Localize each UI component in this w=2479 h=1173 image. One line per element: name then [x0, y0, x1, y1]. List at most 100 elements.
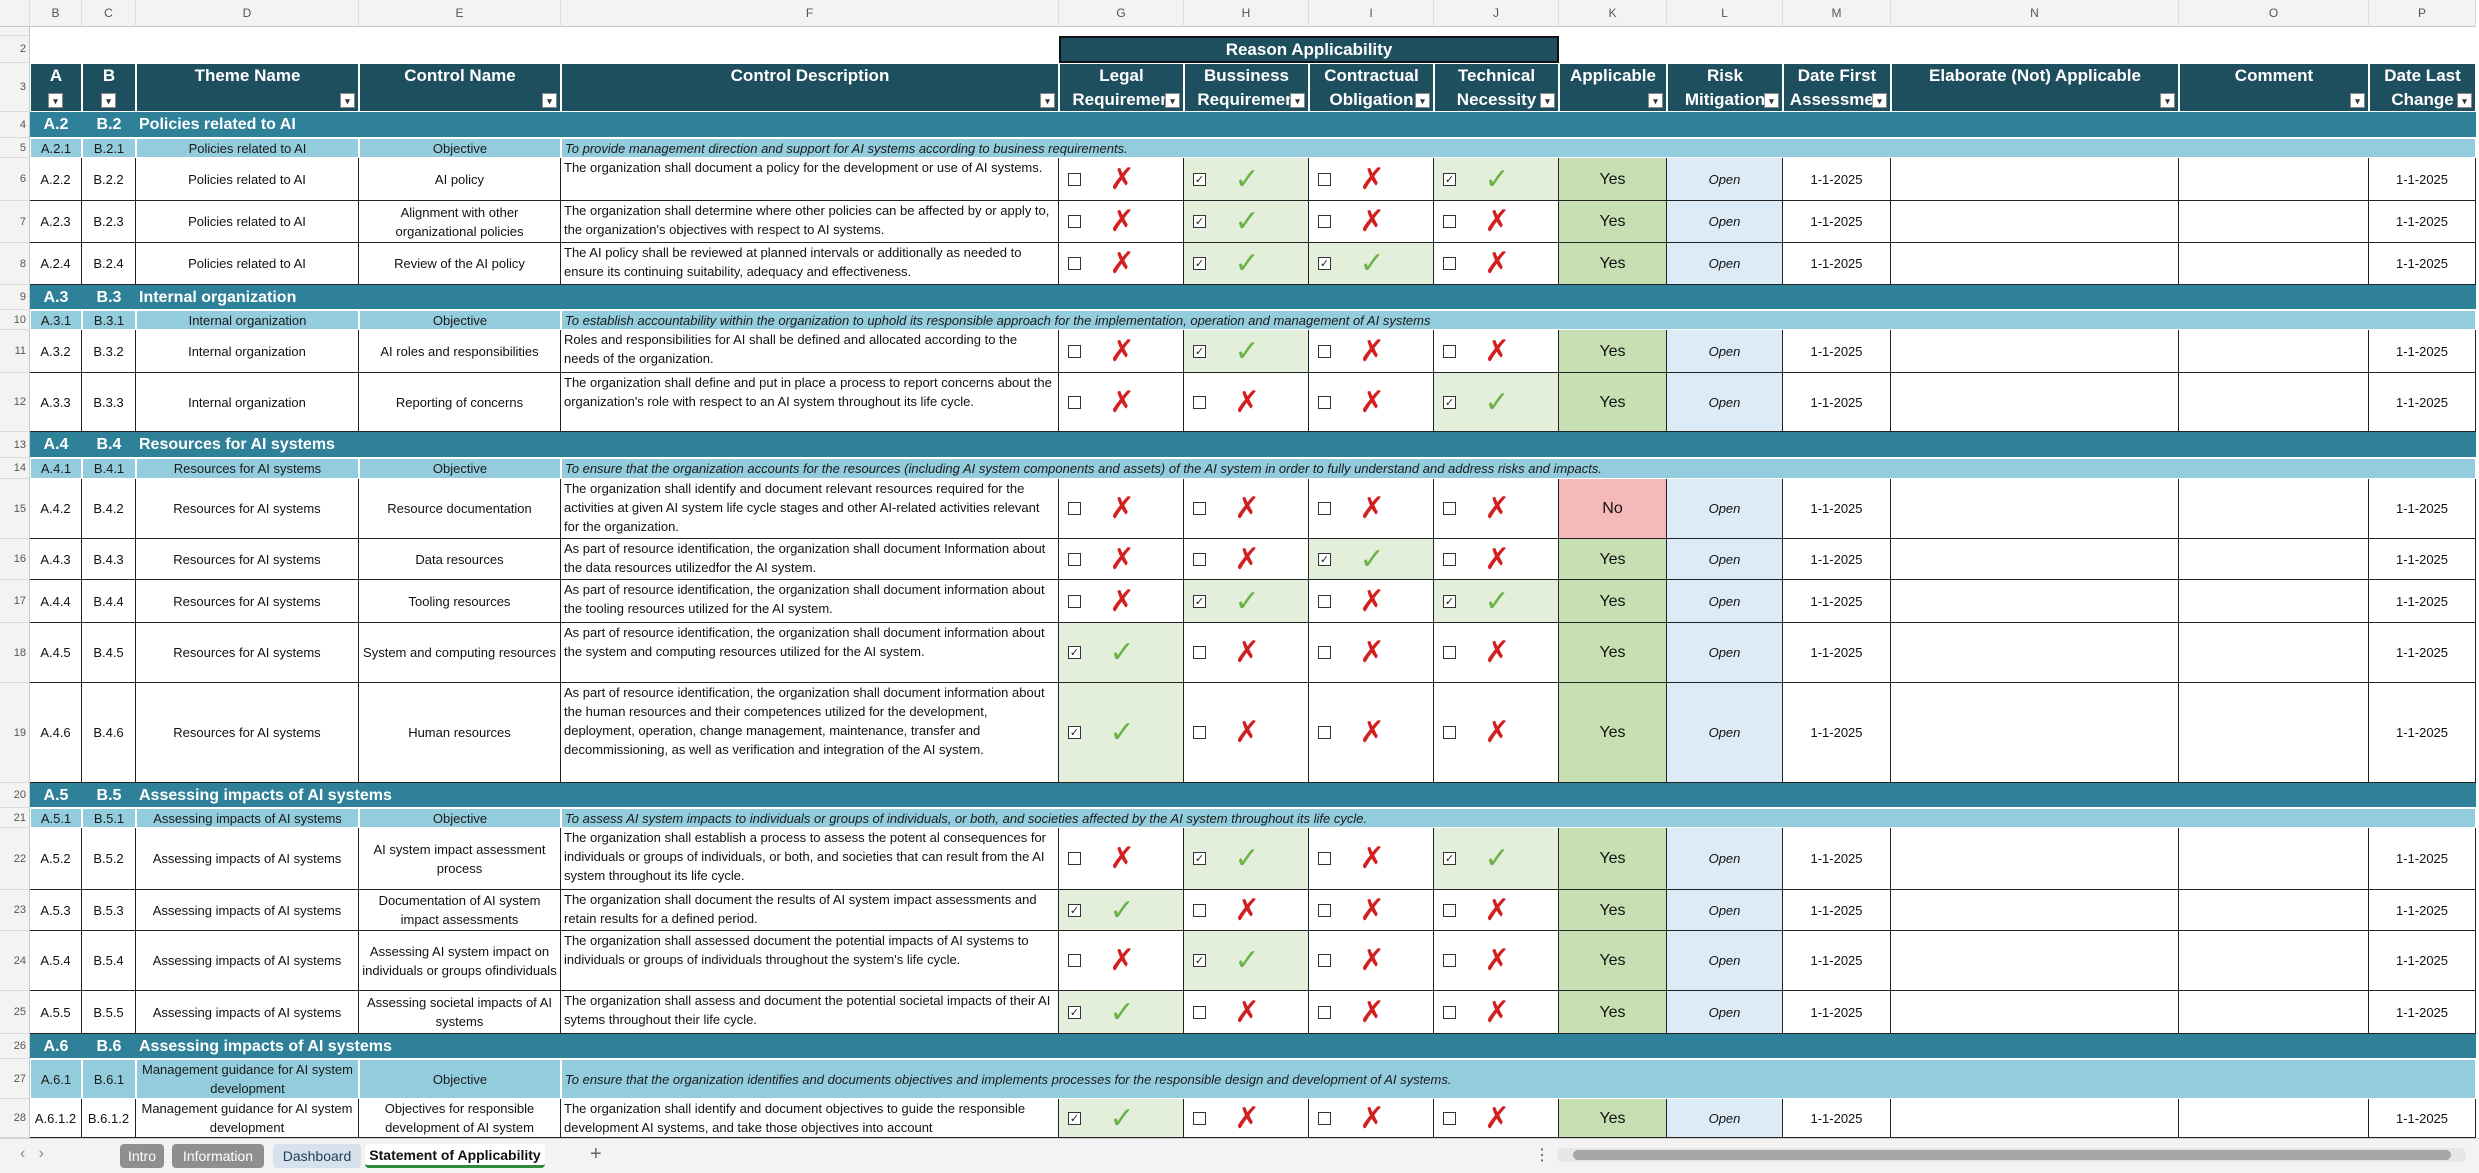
filter-button[interactable]: ▾	[1648, 93, 1663, 108]
checkbox[interactable]	[1318, 903, 1331, 917]
reason-cell: ✗	[1434, 243, 1559, 285]
checkbox[interactable]	[1193, 726, 1206, 739]
checkbox[interactable]: ✓	[1193, 172, 1206, 186]
checkbox[interactable]	[1318, 172, 1331, 186]
checkbox[interactable]: ✓	[1068, 1005, 1081, 1019]
control-description: The organization shall document a policy…	[561, 158, 1059, 201]
sheet-tab[interactable]: Dashboard	[273, 1144, 361, 1168]
checkbox[interactable]	[1068, 594, 1081, 608]
reason-cell: ✓ ✓	[1434, 373, 1559, 432]
checkbox[interactable]	[1443, 502, 1456, 515]
checkbox[interactable]	[1068, 502, 1081, 515]
scroll-thumb[interactable]	[1573, 1150, 2451, 1160]
checkbox[interactable]	[1443, 903, 1456, 917]
checkbox[interactable]: ✓	[1193, 257, 1206, 270]
checkbox[interactable]	[1443, 257, 1456, 270]
checkbox[interactable]	[1318, 215, 1331, 228]
checkbox[interactable]: ✓	[1193, 954, 1206, 967]
checkbox[interactable]	[1318, 502, 1331, 515]
checkbox[interactable]: ✓	[1068, 646, 1081, 659]
control-code: A.5.4	[30, 931, 82, 991]
filter-button[interactable]: ▾	[48, 93, 63, 108]
checkbox[interactable]	[1068, 172, 1081, 186]
filter-button[interactable]: ▾	[1872, 93, 1887, 108]
filter-button[interactable]: ▾	[542, 93, 557, 108]
reason-mark: ✗	[1359, 583, 1385, 619]
filter-button[interactable]: ▾	[1415, 93, 1430, 108]
checkbox[interactable]	[1193, 903, 1206, 917]
checkbox[interactable]: ✓	[1443, 852, 1456, 865]
checkbox[interactable]	[1068, 395, 1081, 409]
checkbox[interactable]	[1318, 395, 1331, 409]
checkbox[interactable]	[1068, 215, 1081, 228]
checkbox[interactable]	[1193, 646, 1206, 659]
add-sheet[interactable]: +	[590, 1143, 602, 1165]
checkbox[interactable]	[1318, 1005, 1331, 1019]
date-first: 1-1-2025	[1783, 991, 1891, 1034]
reason-header: Reason Applicability	[1059, 36, 1559, 63]
checkbox[interactable]: ✓	[1068, 903, 1081, 917]
reason-cell: ✗	[1059, 479, 1184, 539]
checkbox[interactable]	[1318, 344, 1331, 358]
nav-arrows[interactable]: ‹ ›	[20, 1145, 44, 1162]
checkbox[interactable]: ✓	[1318, 552, 1331, 566]
checkbox[interactable]: ✓	[1193, 344, 1206, 358]
checkbox[interactable]	[1193, 1111, 1206, 1125]
checkbox[interactable]	[1318, 594, 1331, 608]
checkbox[interactable]	[1193, 552, 1206, 566]
checkbox[interactable]	[1318, 646, 1331, 659]
filter-button[interactable]: ▾	[340, 93, 355, 108]
checkbox[interactable]: ✓	[1193, 852, 1206, 865]
filter-button[interactable]: ▾	[2457, 93, 2472, 108]
checkbox[interactable]: ✓	[1443, 395, 1456, 409]
checkbox[interactable]	[1318, 954, 1331, 967]
sheet-tab[interactable]: Information	[172, 1144, 264, 1168]
checkbox[interactable]	[1068, 954, 1081, 967]
checkbox[interactable]	[1443, 1005, 1456, 1019]
checkbox[interactable]	[1068, 344, 1081, 358]
reason-mark: ✗	[1234, 491, 1260, 526]
control-code: A.3.3	[30, 373, 82, 432]
filter-button[interactable]: ▾	[2350, 93, 2365, 108]
checkbox[interactable]	[1193, 1005, 1206, 1019]
checkbox[interactable]: ✓	[1193, 594, 1206, 608]
more-menu[interactable]: ⋮	[1534, 1147, 1550, 1164]
control-description: The organization shall determine where o…	[561, 201, 1059, 243]
filter-button[interactable]: ▾	[101, 93, 116, 108]
checkbox[interactable]: ✓	[1318, 257, 1331, 270]
checkbox[interactable]	[1443, 552, 1456, 566]
h-scrollbar[interactable]	[1557, 1148, 2466, 1162]
checkbox[interactable]	[1443, 726, 1456, 739]
checkbox[interactable]	[1193, 502, 1206, 515]
checkbox[interactable]	[1443, 215, 1456, 228]
checkbox[interactable]: ✓	[1443, 594, 1456, 608]
checkbox[interactable]	[1318, 1111, 1331, 1125]
checkbox[interactable]	[1318, 852, 1331, 865]
filter-button[interactable]: ▾	[1040, 93, 1055, 108]
filter-button[interactable]: ▾	[1764, 93, 1779, 108]
reason-cell: ✗	[1059, 373, 1184, 432]
checkbox[interactable]: ✓	[1068, 726, 1081, 739]
checkbox[interactable]	[1068, 257, 1081, 270]
filter-button[interactable]: ▾	[1540, 93, 1555, 108]
checkbox[interactable]	[1068, 852, 1081, 865]
reason-cell: ✓ ✓	[1184, 158, 1309, 201]
checkbox[interactable]	[1318, 726, 1331, 739]
checkbox[interactable]	[1443, 954, 1456, 967]
checkbox[interactable]	[1068, 552, 1081, 566]
checkbox[interactable]: ✓	[1443, 172, 1456, 186]
checkbox[interactable]	[1443, 646, 1456, 659]
checkbox[interactable]	[1443, 344, 1456, 358]
elaborate-cell	[1891, 931, 2179, 991]
sheet-tab[interactable]: Intro	[120, 1144, 164, 1168]
sheet-tab[interactable]: Statement of Applicability	[365, 1144, 545, 1168]
filter-button[interactable]: ▾	[1165, 93, 1180, 108]
theme-name: Assessing impacts of AI systems	[136, 991, 359, 1034]
filter-button[interactable]: ▾	[1290, 93, 1305, 108]
filter-button[interactable]: ▾	[2160, 93, 2175, 108]
elaborate-cell	[1891, 243, 2179, 285]
checkbox[interactable]	[1193, 395, 1206, 409]
checkbox[interactable]: ✓	[1068, 1111, 1081, 1125]
checkbox[interactable]: ✓	[1193, 215, 1206, 228]
checkbox[interactable]	[1443, 1111, 1456, 1125]
